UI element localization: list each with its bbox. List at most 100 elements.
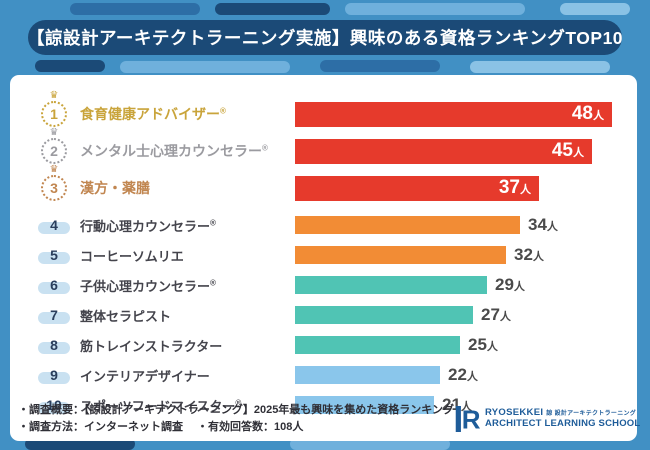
rank-pill: 8: [36, 335, 72, 355]
rank-pill: 9: [36, 365, 72, 385]
value-number: 27: [481, 305, 500, 324]
value-number: 29: [495, 275, 514, 294]
brand-logo-mark-icon: R: [455, 405, 480, 433]
bg-dash: [70, 3, 200, 15]
survey-method: ・調査方法：インターネット調査: [18, 420, 183, 433]
value-number: 22: [448, 365, 467, 384]
value-bar: [295, 336, 460, 354]
value-number: 32: [514, 245, 533, 264]
qualification-label: 漢方・薬膳: [80, 180, 150, 196]
value-unit: 人: [546, 221, 558, 233]
rank-number: 1: [50, 106, 58, 122]
rank-cell: 10: [28, 395, 80, 415]
content-panel: ♛ 1 食育健康アドバイザー® 48人 ♛ 2 メンタル士心理カウンセラー® 4…: [10, 75, 640, 441]
value-label: 48人: [572, 103, 612, 125]
value-number: 45: [551, 140, 573, 161]
rank-number: 9: [50, 367, 58, 383]
bar-cell: 25人: [295, 335, 625, 355]
value-bar: [295, 396, 434, 414]
bar-cell: 34人: [295, 215, 625, 235]
survey-notes: ・調査概要：【諒設計アーキテクトラーニング】2025年最も興味を集めた資格ランキ…: [18, 402, 454, 436]
bg-dash: [560, 3, 630, 15]
bar-cell: 22人: [295, 365, 625, 385]
survey-method-line: ・調査方法：インターネット調査 ・有効回答数：108人: [18, 419, 454, 436]
rank-number: 7: [50, 307, 58, 323]
qualification-label: メンタル士心理カウンセラー®: [80, 143, 268, 159]
value-number: 48: [571, 103, 593, 124]
value-unit: 人: [520, 184, 531, 196]
rank-number: 3: [50, 180, 58, 196]
bg-dash: [25, 438, 135, 450]
value-unit: 人: [532, 251, 544, 263]
value-bar: 37人: [295, 175, 539, 201]
brand-logo: R RYOSEKKEI 諒 設計アーキテクトラーニング ARCHITECT LEA…: [454, 405, 640, 433]
value-unit: 人: [513, 281, 525, 293]
value-label: 27人: [481, 305, 511, 325]
value-label: 22人: [448, 365, 478, 385]
bar-cell: 29人: [295, 275, 625, 295]
footer: ・調査概要：【諒設計アーキテクトラーニング】2025年最も興味を集めた資格ランキ…: [18, 402, 640, 436]
rank-number: 8: [50, 337, 58, 353]
laurel-wreath-icon: [41, 101, 67, 127]
ranking-row: 8 筋トレインストラクター 25人: [28, 335, 625, 355]
rank-pill: 7: [36, 305, 72, 325]
rank-number: 2: [50, 143, 58, 159]
bg-dash: [120, 61, 290, 73]
value-unit: 人: [499, 311, 511, 323]
value-bar: 45人: [295, 138, 592, 164]
qualification-label: 食育健康アドバイザー®: [80, 106, 226, 122]
rank-cell: ♛ 2: [28, 128, 80, 166]
rank-number: 5: [50, 247, 58, 263]
chart-rows: ♛ 1 食育健康アドバイザー® 48人 ♛ 2 メンタル士心理カウンセラー® 4…: [28, 91, 625, 415]
qualification-label: 筋トレインストラクター: [80, 338, 223, 354]
rank-cell: 8: [28, 335, 80, 355]
value-bar: [295, 276, 487, 294]
rank-pill: 10: [36, 395, 72, 415]
value-bar: 48人: [295, 101, 612, 127]
ranking-row: ♛ 3 漢方・薬膳 37人: [28, 165, 625, 203]
ranking-row: 9 インテリアデザイナー 22人: [28, 365, 625, 385]
rank-badge: ♛ 1: [39, 91, 69, 129]
value-label: 34人: [528, 215, 558, 235]
value-label: 37人: [499, 177, 539, 199]
ranking-row: 7 整体セラピスト 27人: [28, 305, 625, 325]
value-unit: 人: [460, 401, 472, 413]
bar-cell: 32人: [295, 245, 625, 265]
header-title-band: 【諒設計アーキテクトラーニング実施】興味のある資格ランキングTOP10: [26, 20, 624, 55]
ranking-row: 6 子供心理カウンセラー® 29人: [28, 275, 625, 295]
rank-number: 10: [46, 397, 62, 413]
bar-cell: 37人: [295, 175, 625, 201]
value-bar: [295, 306, 473, 324]
rank-cell: 5: [28, 245, 80, 265]
laurel-wreath-icon: [41, 138, 67, 164]
ranking-row: ♛ 1 食育健康アドバイザー® 48人: [28, 91, 625, 129]
bg-dash: [35, 60, 105, 72]
qualification-label: スポーツフードマイスター®: [80, 398, 242, 414]
value-bar: [295, 246, 506, 264]
rank-cell: 9: [28, 365, 80, 385]
value-unit: 人: [573, 147, 584, 159]
brand-name-jp: 諒 設計アーキテクトラーニング: [546, 411, 637, 418]
bar-cell: 21人: [295, 395, 625, 415]
page-title: 【諒設計アーキテクトラーニング実施】興味のある資格ランキングTOP10: [26, 28, 624, 48]
value-unit: 人: [466, 371, 478, 383]
rank-pill: 6: [36, 275, 72, 295]
value-unit: 人: [593, 110, 604, 122]
bg-dash: [290, 438, 450, 450]
ranking-row: 5 コーヒーソムリエ 32人: [28, 245, 625, 265]
survey-overview: ・調査概要：【諒設計アーキテクトラーニング】2025年最も興味を集めた資格ランキ…: [18, 403, 454, 416]
value-label: 25人: [468, 335, 498, 355]
laurel-wreath-icon: [41, 175, 67, 201]
rank-number: 6: [50, 277, 58, 293]
bg-dash: [215, 3, 330, 15]
qualification-label: 子供心理カウンセラー®: [80, 278, 216, 294]
ranking-row: ♛ 2 メンタル士心理カウンセラー® 45人: [28, 128, 625, 166]
rank-number: 4: [50, 217, 58, 233]
bg-dash: [320, 60, 440, 72]
bar-cell: 27人: [295, 305, 625, 325]
rank-cell: 6: [28, 275, 80, 295]
brand-logo-text: RYOSEKKEI 諒 設計アーキテクトラーニング ARCHITECT LEARN…: [485, 407, 640, 430]
rank-pill: 4: [36, 215, 72, 235]
value-label: 45人: [552, 140, 592, 162]
bg-dash: [345, 3, 525, 15]
